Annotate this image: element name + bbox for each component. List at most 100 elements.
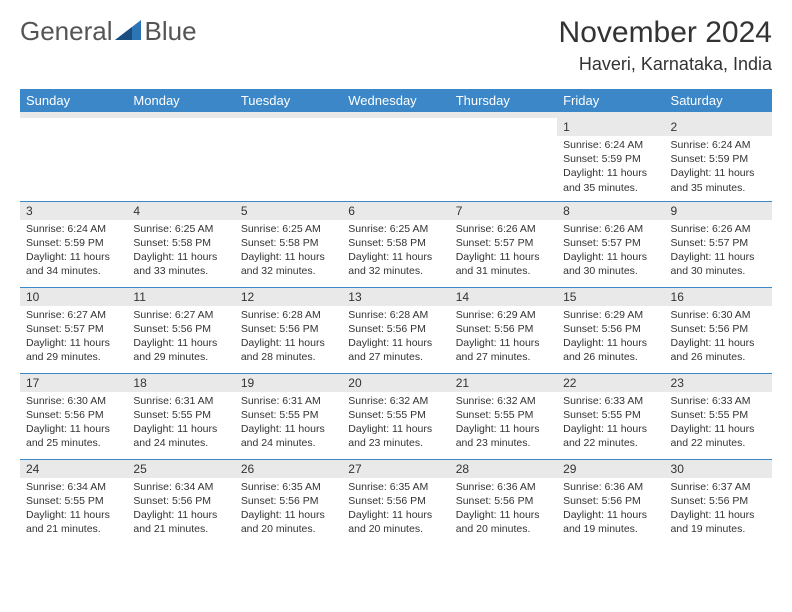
day-details: Sunrise: 6:27 AMSunset: 5:57 PMDaylight:…	[20, 306, 127, 369]
calendar-day-cell: 5Sunrise: 6:25 AMSunset: 5:58 PMDaylight…	[235, 201, 342, 287]
day-details: Sunrise: 6:34 AMSunset: 5:55 PMDaylight:…	[20, 478, 127, 541]
calendar-day-cell: 16Sunrise: 6:30 AMSunset: 5:56 PMDayligh…	[665, 287, 772, 373]
day-details: Sunrise: 6:28 AMSunset: 5:56 PMDaylight:…	[235, 306, 342, 369]
sunrise-text: Sunrise: 6:29 AM	[563, 308, 658, 322]
sunset-text: Sunset: 5:56 PM	[241, 322, 336, 336]
daylight-text: Daylight: 11 hours and 23 minutes.	[348, 422, 443, 450]
day-number: 3	[20, 202, 127, 220]
day-number: 13	[342, 288, 449, 306]
day-details: Sunrise: 6:29 AMSunset: 5:56 PMDaylight:…	[450, 306, 557, 369]
sunrise-text: Sunrise: 6:35 AM	[348, 480, 443, 494]
calendar-day-cell: 10Sunrise: 6:27 AMSunset: 5:57 PMDayligh…	[20, 287, 127, 373]
calendar-day-cell	[127, 115, 234, 201]
sunrise-text: Sunrise: 6:32 AM	[456, 394, 551, 408]
daylight-text: Daylight: 11 hours and 33 minutes.	[133, 250, 228, 278]
sunrise-text: Sunrise: 6:26 AM	[456, 222, 551, 236]
day-details: Sunrise: 6:24 AMSunset: 5:59 PMDaylight:…	[20, 220, 127, 283]
day-number: 18	[127, 374, 234, 392]
sunrise-text: Sunrise: 6:36 AM	[563, 480, 658, 494]
logo-word-2: Blue	[145, 16, 197, 47]
sunrise-text: Sunrise: 6:37 AM	[671, 480, 766, 494]
day-number: 11	[127, 288, 234, 306]
calendar-day-cell: 6Sunrise: 6:25 AMSunset: 5:58 PMDaylight…	[342, 201, 449, 287]
sunset-text: Sunset: 5:56 PM	[563, 494, 658, 508]
day-details: Sunrise: 6:24 AMSunset: 5:59 PMDaylight:…	[665, 136, 772, 199]
day-details: Sunrise: 6:36 AMSunset: 5:56 PMDaylight:…	[450, 478, 557, 541]
calendar-day-cell: 2Sunrise: 6:24 AMSunset: 5:59 PMDaylight…	[665, 115, 772, 201]
day-header: Thursday	[450, 89, 557, 115]
day-number: 22	[557, 374, 664, 392]
sunrise-text: Sunrise: 6:26 AM	[563, 222, 658, 236]
daylight-text: Daylight: 11 hours and 20 minutes.	[348, 508, 443, 536]
sunset-text: Sunset: 5:55 PM	[241, 408, 336, 422]
logo: General Blue	[20, 16, 197, 47]
calendar-day-cell: 26Sunrise: 6:35 AMSunset: 5:56 PMDayligh…	[235, 459, 342, 545]
day-details: Sunrise: 6:25 AMSunset: 5:58 PMDaylight:…	[342, 220, 449, 283]
day-details: Sunrise: 6:33 AMSunset: 5:55 PMDaylight:…	[665, 392, 772, 455]
calendar-day-cell	[450, 115, 557, 201]
day-details: Sunrise: 6:29 AMSunset: 5:56 PMDaylight:…	[557, 306, 664, 369]
calendar-day-cell: 22Sunrise: 6:33 AMSunset: 5:55 PMDayligh…	[557, 373, 664, 459]
day-details: Sunrise: 6:26 AMSunset: 5:57 PMDaylight:…	[557, 220, 664, 283]
daylight-text: Daylight: 11 hours and 25 minutes.	[26, 422, 121, 450]
daylight-text: Daylight: 11 hours and 26 minutes.	[671, 336, 766, 364]
page-header: General Blue November 2024 Haveri, Karna…	[20, 16, 772, 75]
daylight-text: Daylight: 11 hours and 26 minutes.	[563, 336, 658, 364]
sunset-text: Sunset: 5:55 PM	[348, 408, 443, 422]
calendar-day-cell: 21Sunrise: 6:32 AMSunset: 5:55 PMDayligh…	[450, 373, 557, 459]
sunrise-text: Sunrise: 6:35 AM	[241, 480, 336, 494]
day-number: 8	[557, 202, 664, 220]
month-title: November 2024	[559, 16, 772, 50]
daylight-text: Daylight: 11 hours and 27 minutes.	[456, 336, 551, 364]
day-number: 14	[450, 288, 557, 306]
sunrise-text: Sunrise: 6:24 AM	[671, 138, 766, 152]
calendar-week-row: 10Sunrise: 6:27 AMSunset: 5:57 PMDayligh…	[20, 287, 772, 373]
daylight-text: Daylight: 11 hours and 23 minutes.	[456, 422, 551, 450]
day-details: Sunrise: 6:37 AMSunset: 5:56 PMDaylight:…	[665, 478, 772, 541]
day-header: Monday	[127, 89, 234, 115]
sunrise-text: Sunrise: 6:34 AM	[26, 480, 121, 494]
day-header: Wednesday	[342, 89, 449, 115]
day-details: Sunrise: 6:30 AMSunset: 5:56 PMDaylight:…	[20, 392, 127, 455]
sunset-text: Sunset: 5:58 PM	[133, 236, 228, 250]
daylight-text: Daylight: 11 hours and 19 minutes.	[563, 508, 658, 536]
sunset-text: Sunset: 5:56 PM	[456, 494, 551, 508]
calendar-day-cell: 30Sunrise: 6:37 AMSunset: 5:56 PMDayligh…	[665, 459, 772, 545]
day-details: Sunrise: 6:24 AMSunset: 5:59 PMDaylight:…	[557, 136, 664, 199]
calendar-day-cell: 8Sunrise: 6:26 AMSunset: 5:57 PMDaylight…	[557, 201, 664, 287]
calendar-table: Sunday Monday Tuesday Wednesday Thursday…	[20, 89, 772, 545]
sunset-text: Sunset: 5:57 PM	[26, 322, 121, 336]
day-number: 24	[20, 460, 127, 478]
day-number: 2	[665, 118, 772, 136]
day-number: 15	[557, 288, 664, 306]
title-block: November 2024 Haveri, Karnataka, India	[559, 16, 772, 75]
sunset-text: Sunset: 5:56 PM	[348, 322, 443, 336]
daylight-text: Daylight: 11 hours and 29 minutes.	[26, 336, 121, 364]
daylight-text: Daylight: 11 hours and 31 minutes.	[456, 250, 551, 278]
calendar-day-cell: 25Sunrise: 6:34 AMSunset: 5:56 PMDayligh…	[127, 459, 234, 545]
day-details: Sunrise: 6:26 AMSunset: 5:57 PMDaylight:…	[665, 220, 772, 283]
sunrise-text: Sunrise: 6:34 AM	[133, 480, 228, 494]
sunset-text: Sunset: 5:56 PM	[348, 494, 443, 508]
daylight-text: Daylight: 11 hours and 20 minutes.	[456, 508, 551, 536]
calendar-day-cell	[20, 115, 127, 201]
day-details: Sunrise: 6:26 AMSunset: 5:57 PMDaylight:…	[450, 220, 557, 283]
day-number: 6	[342, 202, 449, 220]
logo-triangle-icon	[115, 16, 141, 47]
day-number: 4	[127, 202, 234, 220]
daylight-text: Daylight: 11 hours and 24 minutes.	[133, 422, 228, 450]
day-number: 7	[450, 202, 557, 220]
day-number: 29	[557, 460, 664, 478]
calendar-day-cell: 9Sunrise: 6:26 AMSunset: 5:57 PMDaylight…	[665, 201, 772, 287]
location-label: Haveri, Karnataka, India	[559, 54, 772, 75]
daylight-text: Daylight: 11 hours and 35 minutes.	[563, 166, 658, 194]
calendar-day-cell: 19Sunrise: 6:31 AMSunset: 5:55 PMDayligh…	[235, 373, 342, 459]
calendar-week-row: 17Sunrise: 6:30 AMSunset: 5:56 PMDayligh…	[20, 373, 772, 459]
sunrise-text: Sunrise: 6:27 AM	[26, 308, 121, 322]
day-number: 19	[235, 374, 342, 392]
day-number: 23	[665, 374, 772, 392]
sunrise-text: Sunrise: 6:25 AM	[348, 222, 443, 236]
day-number: 17	[20, 374, 127, 392]
day-header-row: Sunday Monday Tuesday Wednesday Thursday…	[20, 89, 772, 115]
sunset-text: Sunset: 5:56 PM	[241, 494, 336, 508]
